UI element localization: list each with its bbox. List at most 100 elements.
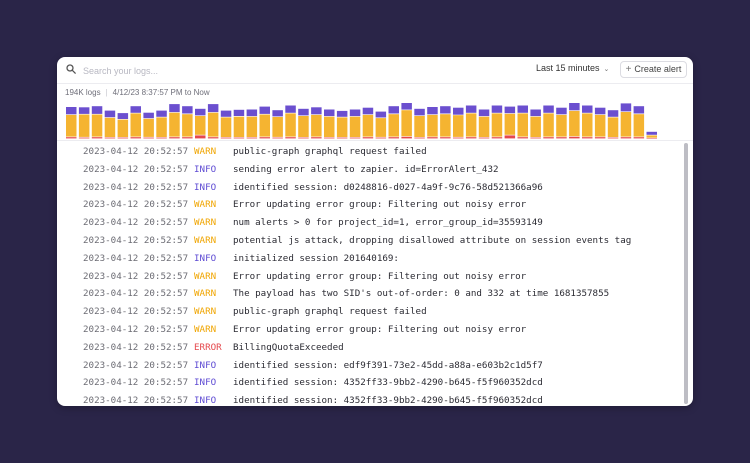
histogram-bar[interactable] — [465, 105, 477, 139]
scrollbar[interactable] — [683, 143, 689, 404]
histogram-segment-warn — [401, 110, 412, 137]
histogram-bar[interactable] — [195, 108, 206, 139]
log-row[interactable]: 2023-04-12 20:52:57 INFO identified sessio… — [57, 374, 683, 391]
histogram-bar[interactable] — [207, 104, 219, 139]
histogram-bar[interactable] — [130, 106, 142, 139]
histogram-segment-warn — [633, 114, 645, 137]
histogram-bar[interactable] — [427, 107, 438, 139]
histogram-bar[interactable] — [298, 108, 309, 139]
histogram-bar[interactable] — [478, 109, 490, 139]
log-row[interactable]: 2023-04-12 20:52:57 ERROR BillingQuotaExce… — [57, 339, 683, 356]
log-row[interactable]: 2023-04-12 20:52:57 WARN public-graph grap… — [57, 303, 683, 320]
histogram-segment-error — [427, 137, 438, 139]
histogram-bar[interactable] — [336, 110, 348, 139]
histogram-segment-info — [543, 105, 554, 113]
histogram-bar[interactable] — [182, 106, 193, 139]
log-row[interactable]: 2023-04-12 20:52:57 WARN Error updating er… — [57, 196, 683, 213]
histogram-segment-error — [453, 137, 464, 139]
histogram-segment-info — [465, 105, 477, 113]
histogram-bar[interactable] — [78, 107, 90, 139]
scrollbar-thumb[interactable] — [684, 143, 688, 404]
histogram-bar[interactable] — [375, 111, 387, 139]
log-row[interactable]: 2023-04-12 20:52:57 WARN Error updating er… — [57, 268, 683, 285]
log-message: num alerts > 0 for project_id=1, error_g… — [233, 217, 543, 229]
histogram-bar[interactable] — [233, 109, 245, 139]
histogram-bar[interactable] — [633, 106, 645, 139]
histogram-bar[interactable] — [491, 105, 503, 139]
histogram-bar[interactable] — [556, 107, 567, 139]
log-timestamp: 2023-04-12 20:52:57 — [83, 217, 189, 229]
histogram-segment-error — [336, 137, 348, 139]
histogram-segment-warn — [530, 116, 541, 137]
histogram-bar[interactable] — [594, 107, 606, 139]
histogram-bar[interactable] — [620, 103, 632, 139]
histogram-bar[interactable] — [246, 109, 258, 139]
log-level: WARN — [194, 288, 217, 300]
histogram-segment-warn — [285, 113, 296, 137]
histogram-bar[interactable] — [91, 106, 103, 139]
histogram-segment-warn — [569, 110, 580, 137]
histogram-segment-info — [311, 107, 322, 115]
log-row[interactable]: 2023-04-12 20:52:57 INFO sending error ale… — [57, 161, 683, 178]
histogram-bar[interactable] — [582, 105, 593, 139]
histogram-segment-info — [646, 131, 657, 135]
histogram-bar[interactable] — [401, 103, 412, 139]
histogram-segment-error — [375, 137, 387, 139]
log-row[interactable]: 2023-04-12 20:52:57 INFO identified sessio… — [57, 392, 683, 406]
search-input[interactable] — [81, 61, 385, 80]
log-count: 194K logs — [65, 88, 101, 97]
log-histogram[interactable] — [57, 103, 693, 139]
time-range-select[interactable]: Last 15 minutes ⌄ — [536, 63, 609, 77]
histogram-bar[interactable] — [453, 107, 464, 139]
logs-summary: 194K logs | 4/12/23 8:37:57 PM to Now — [65, 88, 210, 97]
log-row[interactable]: 2023-04-12 20:52:57 WARN potential js atta… — [57, 232, 683, 249]
log-message: public-graph graphql request failed — [233, 306, 427, 318]
histogram-bar[interactable] — [646, 131, 658, 139]
histogram-bar[interactable] — [362, 107, 374, 139]
histogram-bar[interactable] — [349, 109, 361, 139]
log-row[interactable]: 2023-04-12 20:52:57 WARN public-graph grap… — [57, 143, 683, 160]
histogram-segment-warn — [414, 116, 425, 137]
histogram-bar[interactable] — [117, 113, 129, 139]
histogram-bar[interactable] — [220, 110, 232, 139]
histogram-bar[interactable] — [569, 103, 580, 139]
log-row[interactable]: 2023-04-12 20:52:57 WARN num alerts > 0 fo… — [57, 214, 683, 231]
log-row[interactable]: 2023-04-12 20:52:57 WARN Error updating er… — [57, 321, 683, 338]
histogram-segment-error — [401, 136, 412, 139]
log-level: WARN — [194, 324, 217, 335]
histogram-bar[interactable] — [388, 106, 400, 139]
histogram-bar[interactable] — [414, 108, 425, 139]
log-row[interactable]: 2023-04-12 20:52:57 INFO initialized sessi… — [57, 250, 683, 267]
histogram-segment-info — [401, 103, 412, 110]
histogram-segment-info — [620, 103, 632, 112]
histogram-bar[interactable] — [143, 112, 154, 139]
histogram-bar[interactable] — [607, 110, 619, 139]
histogram-bar[interactable] — [285, 105, 296, 139]
log-message: potential js attack, dropping disallowed… — [233, 235, 632, 246]
histogram-bar[interactable] — [543, 105, 554, 139]
histogram-bar[interactable] — [440, 106, 451, 139]
create-alert-button[interactable]: + Create alert — [620, 61, 687, 78]
histogram-bar[interactable] — [272, 110, 283, 139]
log-timestamp: 2023-04-12 20:52:57 — [83, 377, 189, 389]
log-list[interactable]: 2023-04-12 20:52:57 WARN public-graph grap… — [57, 142, 693, 406]
log-row[interactable]: 2023-04-12 20:52:57 INFO identified sessio… — [57, 357, 683, 374]
histogram-bar[interactable] — [104, 110, 116, 139]
histogram-segment-info — [556, 107, 567, 115]
histogram-bar[interactable] — [517, 105, 529, 139]
histogram-bar[interactable] — [156, 110, 167, 139]
histogram-bar[interactable] — [324, 109, 335, 139]
histogram-bar[interactable] — [530, 109, 541, 139]
histogram-bar[interactable] — [259, 106, 271, 139]
histogram-segment-info — [298, 108, 309, 116]
histogram-bar[interactable] — [66, 107, 77, 139]
log-row[interactable]: 2023-04-12 20:52:57 INFO identified sessio… — [57, 179, 683, 196]
histogram-bar[interactable] — [311, 107, 322, 139]
histogram-segment-info — [478, 109, 490, 117]
histogram-segment-error — [195, 135, 206, 139]
histogram-bar[interactable] — [169, 104, 180, 139]
histogram-segment-info — [207, 104, 219, 113]
log-row[interactable]: 2023-04-12 20:52:57 WARN The payload has t… — [57, 285, 683, 302]
histogram-segment-error — [143, 137, 154, 139]
histogram-bar[interactable] — [504, 106, 516, 139]
